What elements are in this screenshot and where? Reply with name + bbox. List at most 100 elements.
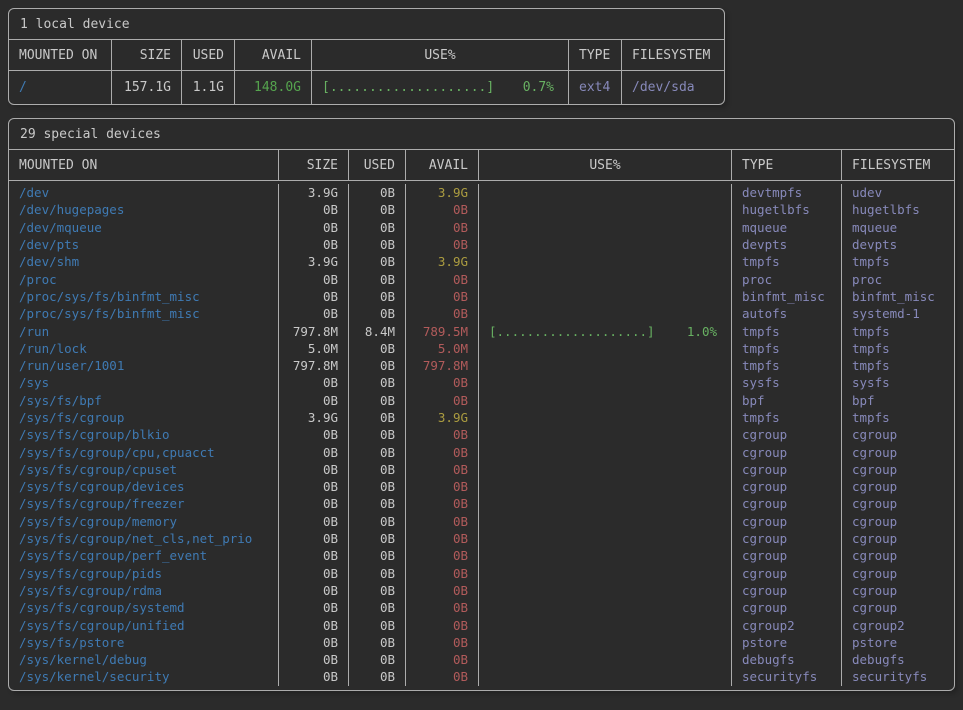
filesystem-cell: hugetlbfs	[841, 201, 954, 219]
usage-cell	[478, 391, 731, 409]
mount-point-cell: /sys/fs/cgroup/memory	[19, 513, 178, 529]
size-cell: 0B	[278, 235, 348, 254]
size-cell: 3.9G	[278, 408, 348, 427]
type-cell: cgroup2	[731, 616, 841, 634]
usage-cell	[478, 374, 731, 392]
avail-cell: 3.9G	[405, 408, 478, 427]
header-filesystem: FILESYSTEM	[621, 40, 724, 70]
avail-cell: 0B	[405, 305, 478, 323]
used-cell: 0B	[348, 460, 405, 479]
filesystem-cell: securityfs	[841, 668, 954, 686]
usage-cell	[478, 184, 731, 202]
type-cell: mqueue	[731, 218, 841, 236]
used-cell: 0B	[348, 529, 405, 548]
filesystem-cell: cgroup	[841, 512, 954, 530]
size-cell: 0B	[278, 443, 348, 461]
used-cell: 0B	[348, 201, 405, 219]
filesystem-cell: systemd-1	[841, 305, 954, 323]
size-cell: 0B	[278, 270, 348, 288]
filesystem-cell: binfmt_misc	[841, 287, 954, 306]
size-cell: 0B	[278, 529, 348, 548]
usage-percent: 1.0%	[686, 323, 717, 339]
fs-row: /sys/fs/bpf 0B 0B 0B bpf bpf	[9, 391, 954, 409]
mount-point-cell: /dev/hugepages	[19, 202, 125, 218]
mount-point-cell: /sys/fs/cgroup/cpuset	[19, 461, 178, 477]
header-use-pct: USE%	[311, 40, 568, 70]
size-cell: 0B	[278, 478, 348, 496]
header-mounted-on: MOUNTED ON	[19, 48, 98, 63]
special-devices-table: 29 special devices MOUNTED ON SIZE USED …	[8, 118, 955, 691]
type-cell: devtmpfs	[731, 184, 841, 202]
avail-cell: 0B	[405, 529, 478, 548]
avail-cell: 3.9G	[405, 184, 478, 202]
mount-point-cell: /sys/fs/cgroup/systemd	[19, 600, 185, 616]
header-avail: AVAIL	[405, 150, 478, 180]
avail-cell: 0B	[405, 235, 478, 254]
filesystem-cell: tmpfs	[841, 339, 954, 357]
used-cell: 0B	[348, 512, 405, 530]
filesystem-cell: cgroup	[841, 460, 954, 479]
mount-point-cell: /dev	[19, 185, 50, 201]
header-avail: AVAIL	[234, 40, 311, 70]
type-cell: cgroup	[731, 443, 841, 461]
type-cell: cgroup	[731, 564, 841, 582]
type-cell: tmpfs	[731, 253, 841, 271]
avail-cell: 0B	[405, 287, 478, 306]
special-table-header-row: MOUNTED ON SIZE USED AVAIL USE% TYPE FIL…	[9, 149, 954, 181]
used-cell: 0B	[348, 408, 405, 427]
mount-point-cell: /proc/sys/fs/binfmt_misc	[19, 288, 200, 304]
used-cell: 0B	[348, 184, 405, 202]
usage-cell	[478, 633, 731, 652]
fs-row: /proc 0B 0B 0B proc proc	[9, 270, 954, 288]
usage-cell	[478, 478, 731, 496]
used-cell: 0B	[348, 633, 405, 652]
header-use-pct: USE%	[478, 150, 731, 180]
fs-row: /run 797.8M 8.4M 789.5M [...................…	[9, 322, 954, 340]
avail-cell: 0B	[405, 495, 478, 513]
used-cell: 0B	[348, 581, 405, 600]
used-cell: 0B	[348, 668, 405, 686]
size-cell: 797.8M	[278, 322, 348, 340]
type-cell: cgroup	[731, 599, 841, 617]
mount-point-cell: /sys/fs/cgroup/unified	[19, 617, 185, 633]
type-cell: securityfs	[731, 668, 841, 686]
used-cell: 0B	[348, 305, 405, 323]
used-cell: 0B	[348, 495, 405, 513]
usage-cell	[478, 253, 731, 271]
size-cell: 0B	[278, 305, 348, 323]
avail-cell: 0B	[405, 374, 478, 392]
avail-cell: 0B	[405, 201, 478, 219]
avail-cell: 0B	[405, 478, 478, 496]
filesystem-cell: proc	[841, 270, 954, 288]
usage-cell	[478, 356, 731, 375]
filesystem-cell: cgroup2	[841, 616, 954, 634]
size-cell: 0B	[278, 599, 348, 617]
type-cell: autofs	[731, 305, 841, 323]
local-table-title: 1 local device	[20, 17, 130, 32]
mount-point-cell: /sys/fs/cgroup/devices	[19, 479, 185, 495]
filesystem-cell: tmpfs	[841, 356, 954, 375]
usage-cell	[478, 529, 731, 548]
size-cell: 3.9G	[278, 184, 348, 202]
filesystem-cell: cgroup	[841, 564, 954, 582]
size-cell: 0B	[278, 460, 348, 479]
fs-row: /proc/sys/fs/binfmt_misc 0B 0B 0B autofs syst…	[9, 305, 954, 323]
used-cell: 0B	[348, 616, 405, 634]
type-cell: binfmt_misc	[731, 287, 841, 306]
type-cell: pstore	[731, 633, 841, 652]
filesystem-cell: cgroup	[841, 443, 954, 461]
fs-row: /dev/shm 3.9G 0B 3.9G tmpfs tmpfs	[9, 253, 954, 271]
filesystem-cell: cgroup	[841, 426, 954, 444]
avail-cell: 0B	[405, 633, 478, 652]
fs-row: /dev/hugepages 0B 0B 0B hugetlbfs hugetlbfs	[9, 201, 954, 219]
type-cell: cgroup	[731, 512, 841, 530]
usage-cell	[478, 599, 731, 617]
used-cell: 0B	[348, 218, 405, 236]
used-cell: 0B	[348, 564, 405, 582]
mount-point-cell: /proc	[19, 271, 57, 287]
size-cell: 0B	[278, 287, 348, 306]
used-cell: 0B	[348, 287, 405, 306]
fs-row: /proc/sys/fs/binfmt_misc 0B 0B 0B binfmt_mis…	[9, 287, 954, 306]
usage-cell	[478, 287, 731, 306]
type-cell: tmpfs	[731, 408, 841, 427]
